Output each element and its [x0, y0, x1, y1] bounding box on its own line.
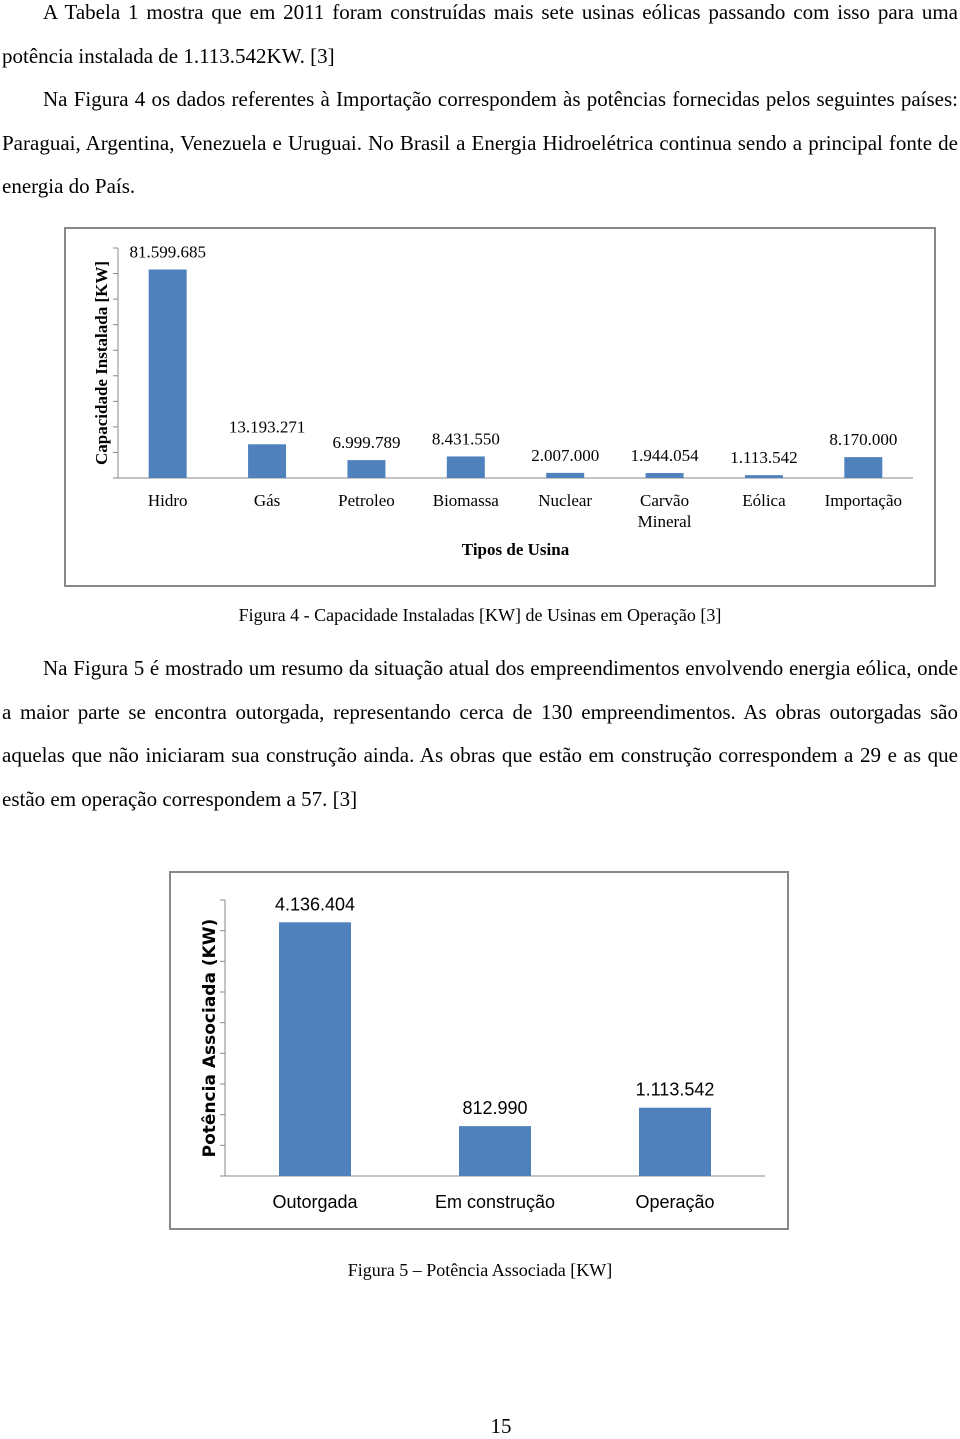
- x-tick-label-box: Petroleo: [338, 491, 395, 510]
- x-tick-label-box: Operação: [635, 1192, 715, 1212]
- x-tick-label-box: Hidro: [147, 491, 188, 510]
- y-axis-title: Capacidade Instalada [KW]: [92, 261, 111, 465]
- data-label: 81.599.685: [129, 242, 206, 261]
- figure-caption: Figura 5 – Potência Associada [KW]: [347, 1260, 613, 1280]
- x-tick-label: Operação: [635, 1192, 715, 1212]
- bar: [639, 1107, 711, 1176]
- page-number: 15: [490, 1414, 512, 1438]
- x-tick-label-box: Em construção: [434, 1192, 556, 1212]
- bar: [546, 472, 585, 478]
- paragraph: A Tabela 1 mostra que em 2011 foram cons…: [2, 0, 958, 68]
- x-tick-label-box: Biomassa: [432, 491, 499, 510]
- paragraph: Na Figura 5 é mostrado um resumo da situ…: [2, 656, 958, 811]
- bar: [347, 460, 386, 478]
- bar: [645, 473, 684, 478]
- bar: [279, 922, 351, 1176]
- bar: [148, 269, 187, 478]
- data-label: 4.136.404: [275, 894, 355, 914]
- x-tick-label-box: Eólica: [742, 491, 786, 510]
- x-tick-label: Importação: [824, 491, 903, 510]
- data-label: 8.431.550: [432, 429, 500, 448]
- bar: [744, 475, 783, 478]
- chart-frame: [64, 227, 936, 587]
- x-tick-label-box: Carvão Mineral: [637, 491, 692, 531]
- x-tick-label: Carvão Mineral: [637, 491, 692, 531]
- y-axis-title: Potência Associada (KW): [200, 919, 220, 1158]
- x-tick-label: Biomassa: [432, 491, 499, 510]
- x-tick-label-box: Gás: [253, 491, 281, 510]
- x-tick-label: Nuclear: [538, 491, 593, 510]
- x-tick-label: Outorgada: [272, 1192, 358, 1212]
- data-label: 1.113.542: [730, 448, 797, 467]
- x-tick-label: Em construção: [434, 1192, 556, 1212]
- data-label: 8.170.000: [829, 430, 897, 449]
- x-tick-label: Eólica: [742, 491, 786, 510]
- bar: [459, 1126, 531, 1176]
- bar: [844, 457, 883, 478]
- x-tick-label: Hidro: [147, 491, 188, 510]
- data-label: 1.944.054: [631, 446, 700, 465]
- bar: [446, 456, 485, 478]
- x-tick-label-box: Importação: [824, 491, 903, 510]
- data-label: 6.999.789: [332, 433, 400, 452]
- figure-caption: Figura 4 - Capacidade Instaladas [KW] de…: [238, 605, 722, 625]
- data-label: 812.990: [462, 1098, 527, 1118]
- x-axis-title: Tipos de Usina: [462, 540, 570, 559]
- x-tick-label: Petroleo: [338, 491, 395, 510]
- bar: [248, 444, 287, 478]
- data-label: 13.193.271: [229, 417, 306, 436]
- x-tick-label-box: Outorgada: [272, 1192, 358, 1212]
- data-label: 1.113.542: [636, 1080, 715, 1100]
- data-label: 2.007.000: [531, 446, 599, 465]
- x-tick-label-box: Nuclear: [538, 491, 593, 510]
- paragraph: Na Figura 4 os dados referentes à Import…: [2, 87, 958, 198]
- x-tick-label: Gás: [253, 491, 281, 510]
- chart-frame: [169, 871, 789, 1230]
